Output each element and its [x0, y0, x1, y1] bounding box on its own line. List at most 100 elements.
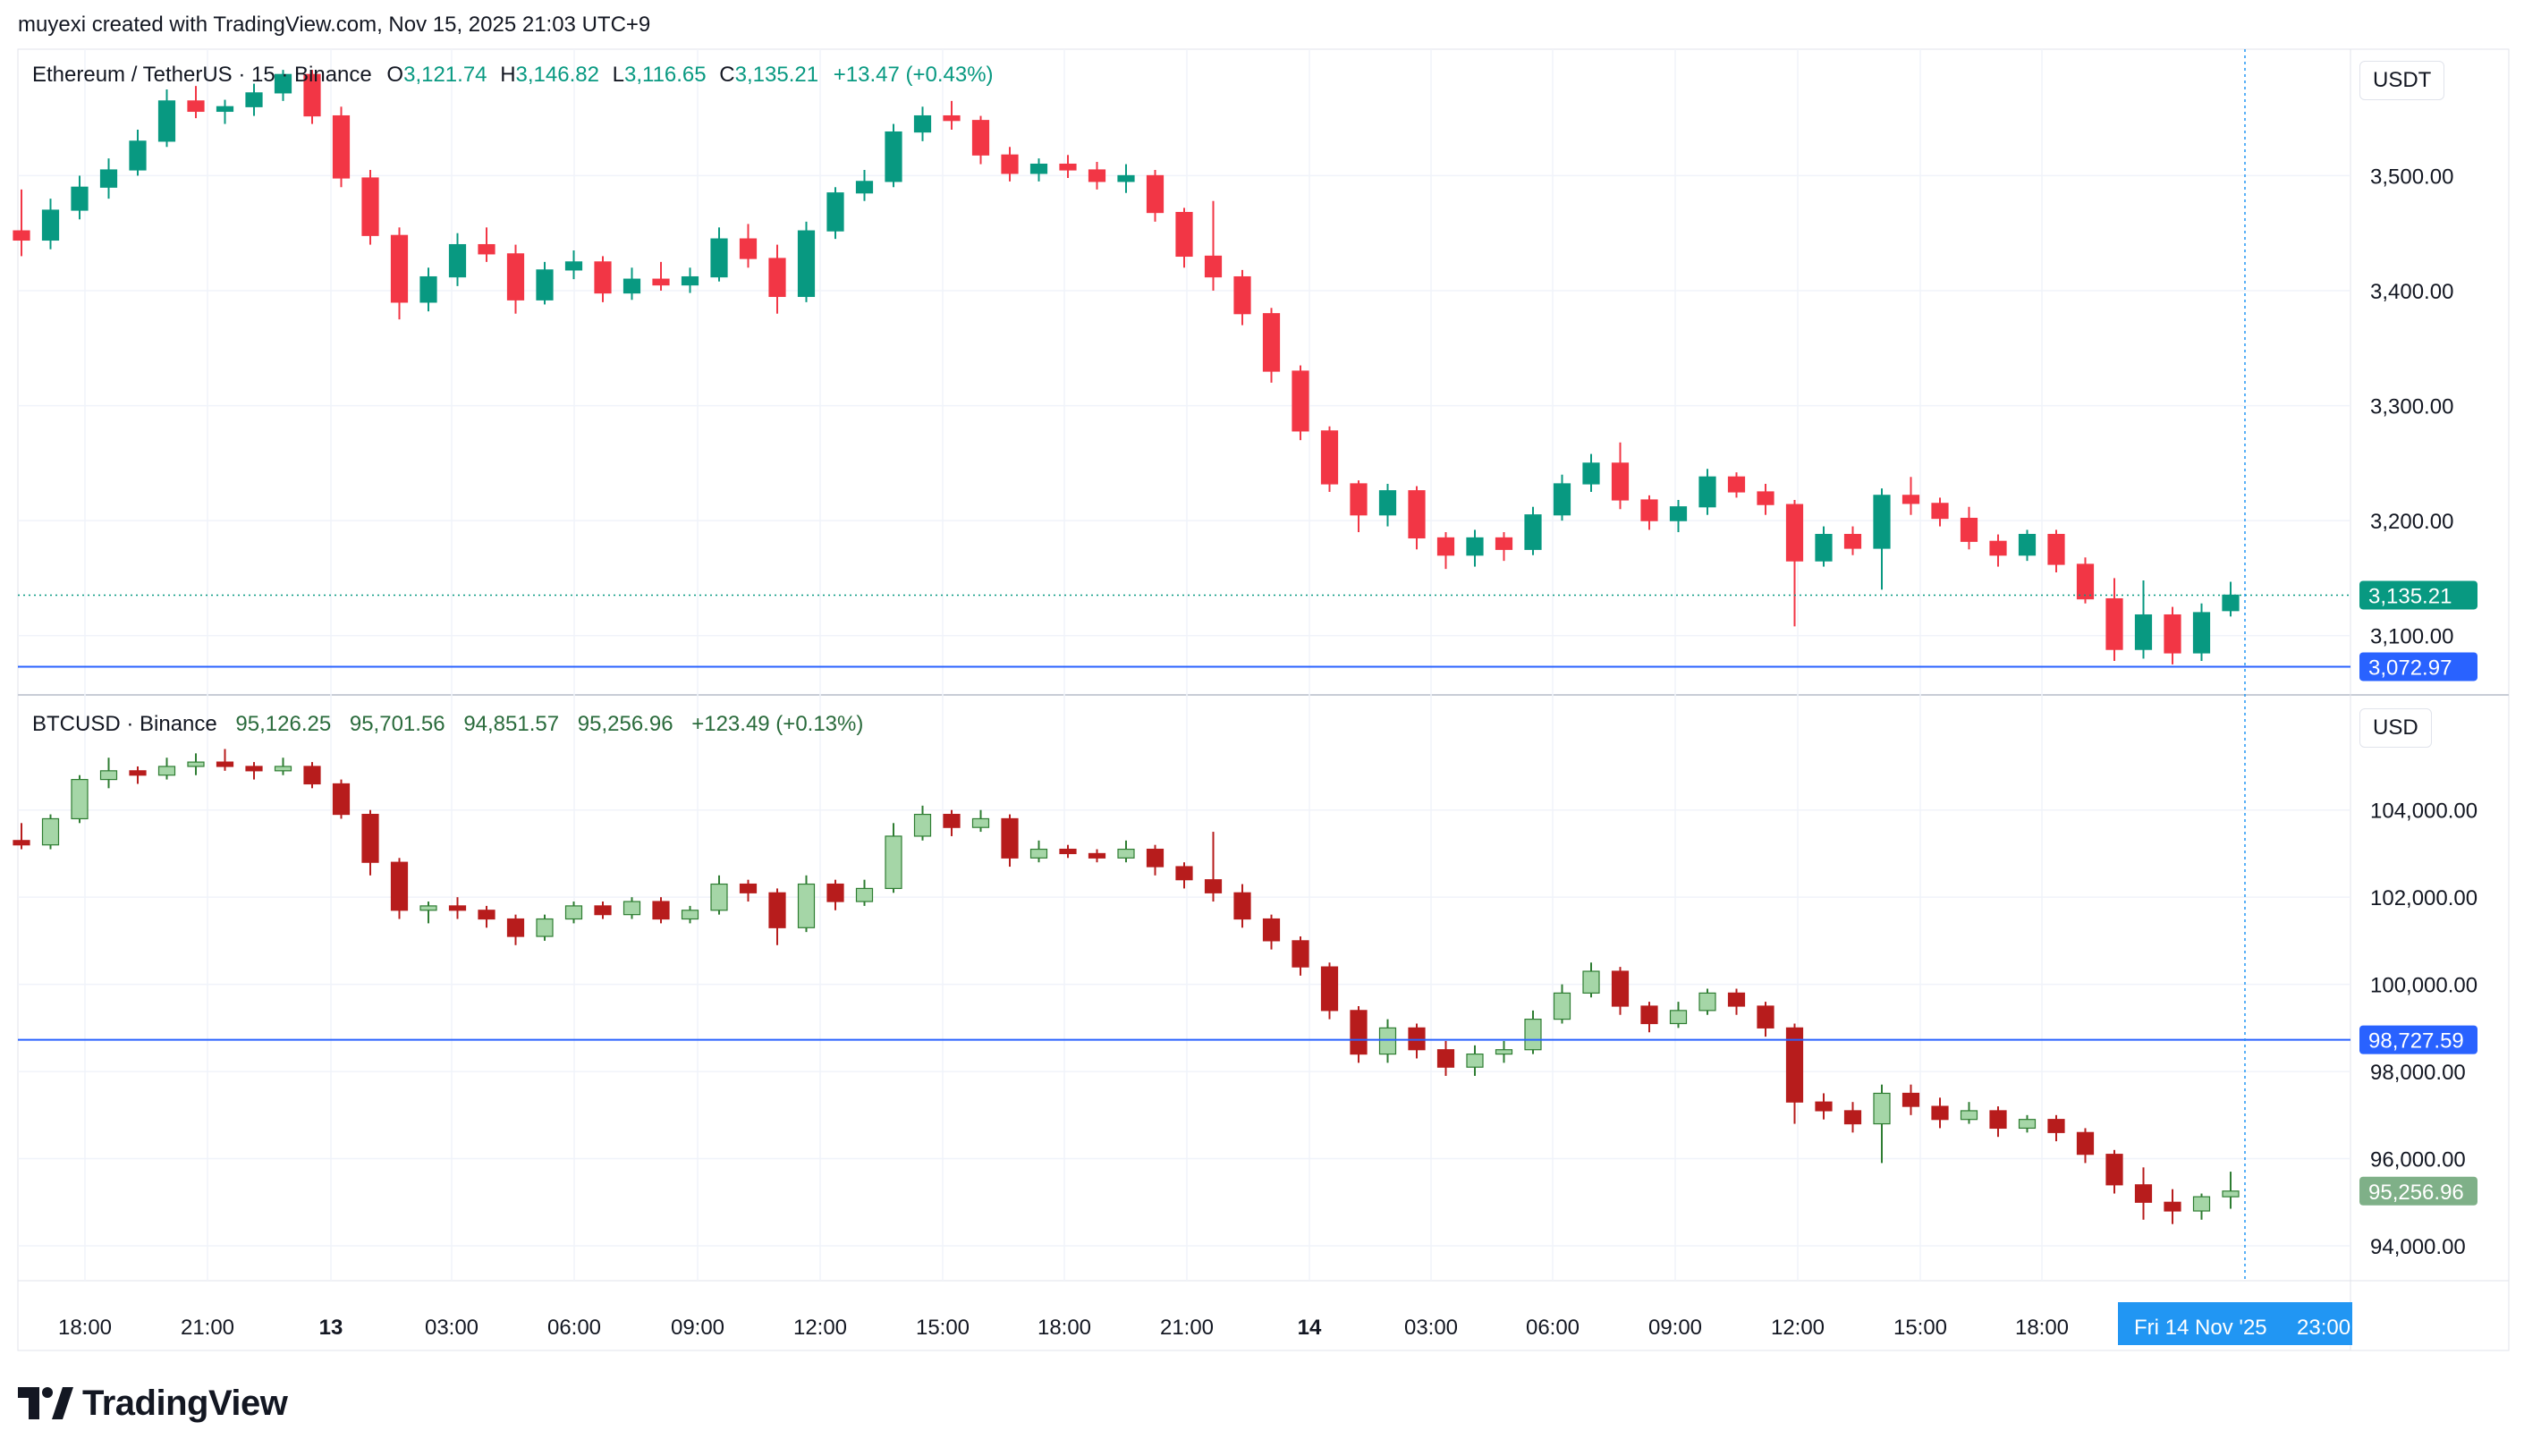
eth-candle	[710, 227, 728, 282]
btc-candle	[681, 905, 699, 924]
btc-candle-body	[1524, 1019, 1542, 1051]
btc-candle	[652, 897, 670, 924]
eth-candle	[1901, 477, 1920, 515]
tradingview-logo[interactable]: TradingView	[18, 1381, 288, 1426]
axis-layer: 3,500.00 3,400.00 3,300.00 3,200.00 3,100.00…	[58, 165, 2477, 1345]
eth-candle	[2105, 578, 2123, 661]
btc-candle	[1757, 1002, 1774, 1037]
eth-candle	[1640, 495, 1658, 530]
btc-candle	[710, 875, 728, 915]
eth-price-tick-label: 3,100.00	[2370, 625, 2453, 649]
btc-candle-body	[826, 883, 844, 902]
time-axis-label: 06:00	[547, 1316, 601, 1340]
eth-close-label: C	[719, 63, 735, 87]
btc-candle	[274, 758, 292, 775]
btc-candle	[2047, 1114, 2065, 1142]
eth-candle	[797, 221, 816, 302]
btc-candle-body	[1582, 970, 1600, 994]
btc-candle	[1204, 832, 1223, 902]
eth-price-tick-label: 3,400.00	[2370, 280, 2453, 304]
eth-candle	[1059, 155, 1077, 178]
btc-candle-body	[1873, 1092, 1891, 1125]
btc-candle	[1931, 1097, 1949, 1129]
eth-candle	[13, 189, 30, 257]
time-axis-label: 09:00	[671, 1316, 724, 1340]
eth-candle-body	[303, 73, 321, 117]
eth-open-label: O	[386, 63, 404, 87]
btc-candle	[2192, 1193, 2211, 1220]
btc-candle	[594, 902, 612, 919]
btc-candle	[419, 902, 437, 924]
eth-unit-button[interactable]: USDT	[2359, 61, 2445, 100]
btc-candle	[506, 914, 525, 945]
eth-candle-body	[1320, 430, 1339, 485]
btc-candle	[1320, 962, 1339, 1020]
eth-price-tick-label: 3,200.00	[2370, 510, 2453, 534]
btc-candle-body	[390, 861, 409, 911]
eth-candle	[361, 170, 379, 245]
btc-candle	[71, 775, 89, 824]
eth-candle-body	[13, 230, 30, 241]
eth-candle	[536, 261, 554, 305]
btc-candle-body	[2222, 1190, 2240, 1198]
eth-candle	[1698, 469, 1716, 515]
time-axis-label: 12:00	[793, 1316, 847, 1340]
btc-candle	[332, 779, 351, 819]
btc-candle-body	[1960, 1110, 1978, 1121]
btc-candle	[1175, 862, 1193, 889]
btc-candle-body	[1931, 1105, 1949, 1121]
eth-candle-body	[1146, 174, 1165, 214]
btc-candle	[2105, 1149, 2123, 1194]
chart-frame	[17, 48, 2510, 1351]
eth-candle-body	[1175, 211, 1193, 258]
eth-candle	[1175, 207, 1193, 268]
btc-candle-body	[216, 761, 234, 767]
btc-candle	[1698, 988, 1716, 1015]
eth-hline-price-label: 3,072.97	[2368, 656, 2452, 680]
eth-candle	[913, 106, 932, 141]
btc-candle	[1901, 1084, 1920, 1115]
eth-candle	[1931, 497, 1949, 527]
btc-candle	[739, 879, 758, 902]
btc-candle	[1873, 1084, 1891, 1164]
btc-candle-body	[797, 883, 816, 928]
eth-candle	[1669, 500, 1688, 532]
eth-candle-body	[1524, 514, 1542, 550]
eth-candle	[564, 250, 583, 280]
btc-candle-body	[245, 766, 263, 772]
eth-candle	[971, 115, 990, 165]
eth-candle-body	[1088, 169, 1106, 182]
btc-candles-group	[13, 749, 2240, 1224]
btc-candle-body	[2164, 1201, 2181, 1212]
eth-candle	[1146, 170, 1165, 222]
btc-candle	[1117, 840, 1135, 863]
btc-candle-body	[1262, 918, 1281, 942]
eth-candle	[2164, 606, 2181, 665]
btc-candle-body	[1378, 1027, 1397, 1055]
btc-candle-body	[564, 905, 583, 920]
time-axis-label: 14	[1298, 1316, 1322, 1340]
btc-candle	[2018, 1114, 2037, 1133]
eth-candle-body	[157, 100, 176, 142]
btc-candle-body	[913, 813, 932, 837]
eth-candle-body	[2164, 614, 2181, 654]
eth-candle-body	[99, 169, 118, 188]
eth-candle-body	[361, 177, 379, 236]
eth-candle-body	[1669, 506, 1688, 521]
btc-hline-price-label: 98,727.59	[2368, 1029, 2464, 1054]
btc-unit-button[interactable]: USD	[2359, 708, 2432, 748]
btc-candle-body	[971, 817, 990, 828]
btc-hline-price-tag	[2359, 1025, 2477, 1054]
eth-candle	[1524, 506, 1542, 555]
eth-candle-body	[1553, 483, 1571, 516]
btc-candle-body	[1843, 1110, 1862, 1125]
btc-candle-body	[710, 883, 728, 911]
btc-candle	[855, 879, 874, 906]
eth-open-value: 3,121.74	[403, 63, 487, 87]
btc-candle	[1292, 936, 1309, 976]
btc-candle-body	[2134, 1184, 2153, 1203]
time-axis-label: 13	[319, 1316, 343, 1340]
btc-candle	[1553, 984, 1571, 1024]
btc-candle-body	[129, 770, 147, 776]
